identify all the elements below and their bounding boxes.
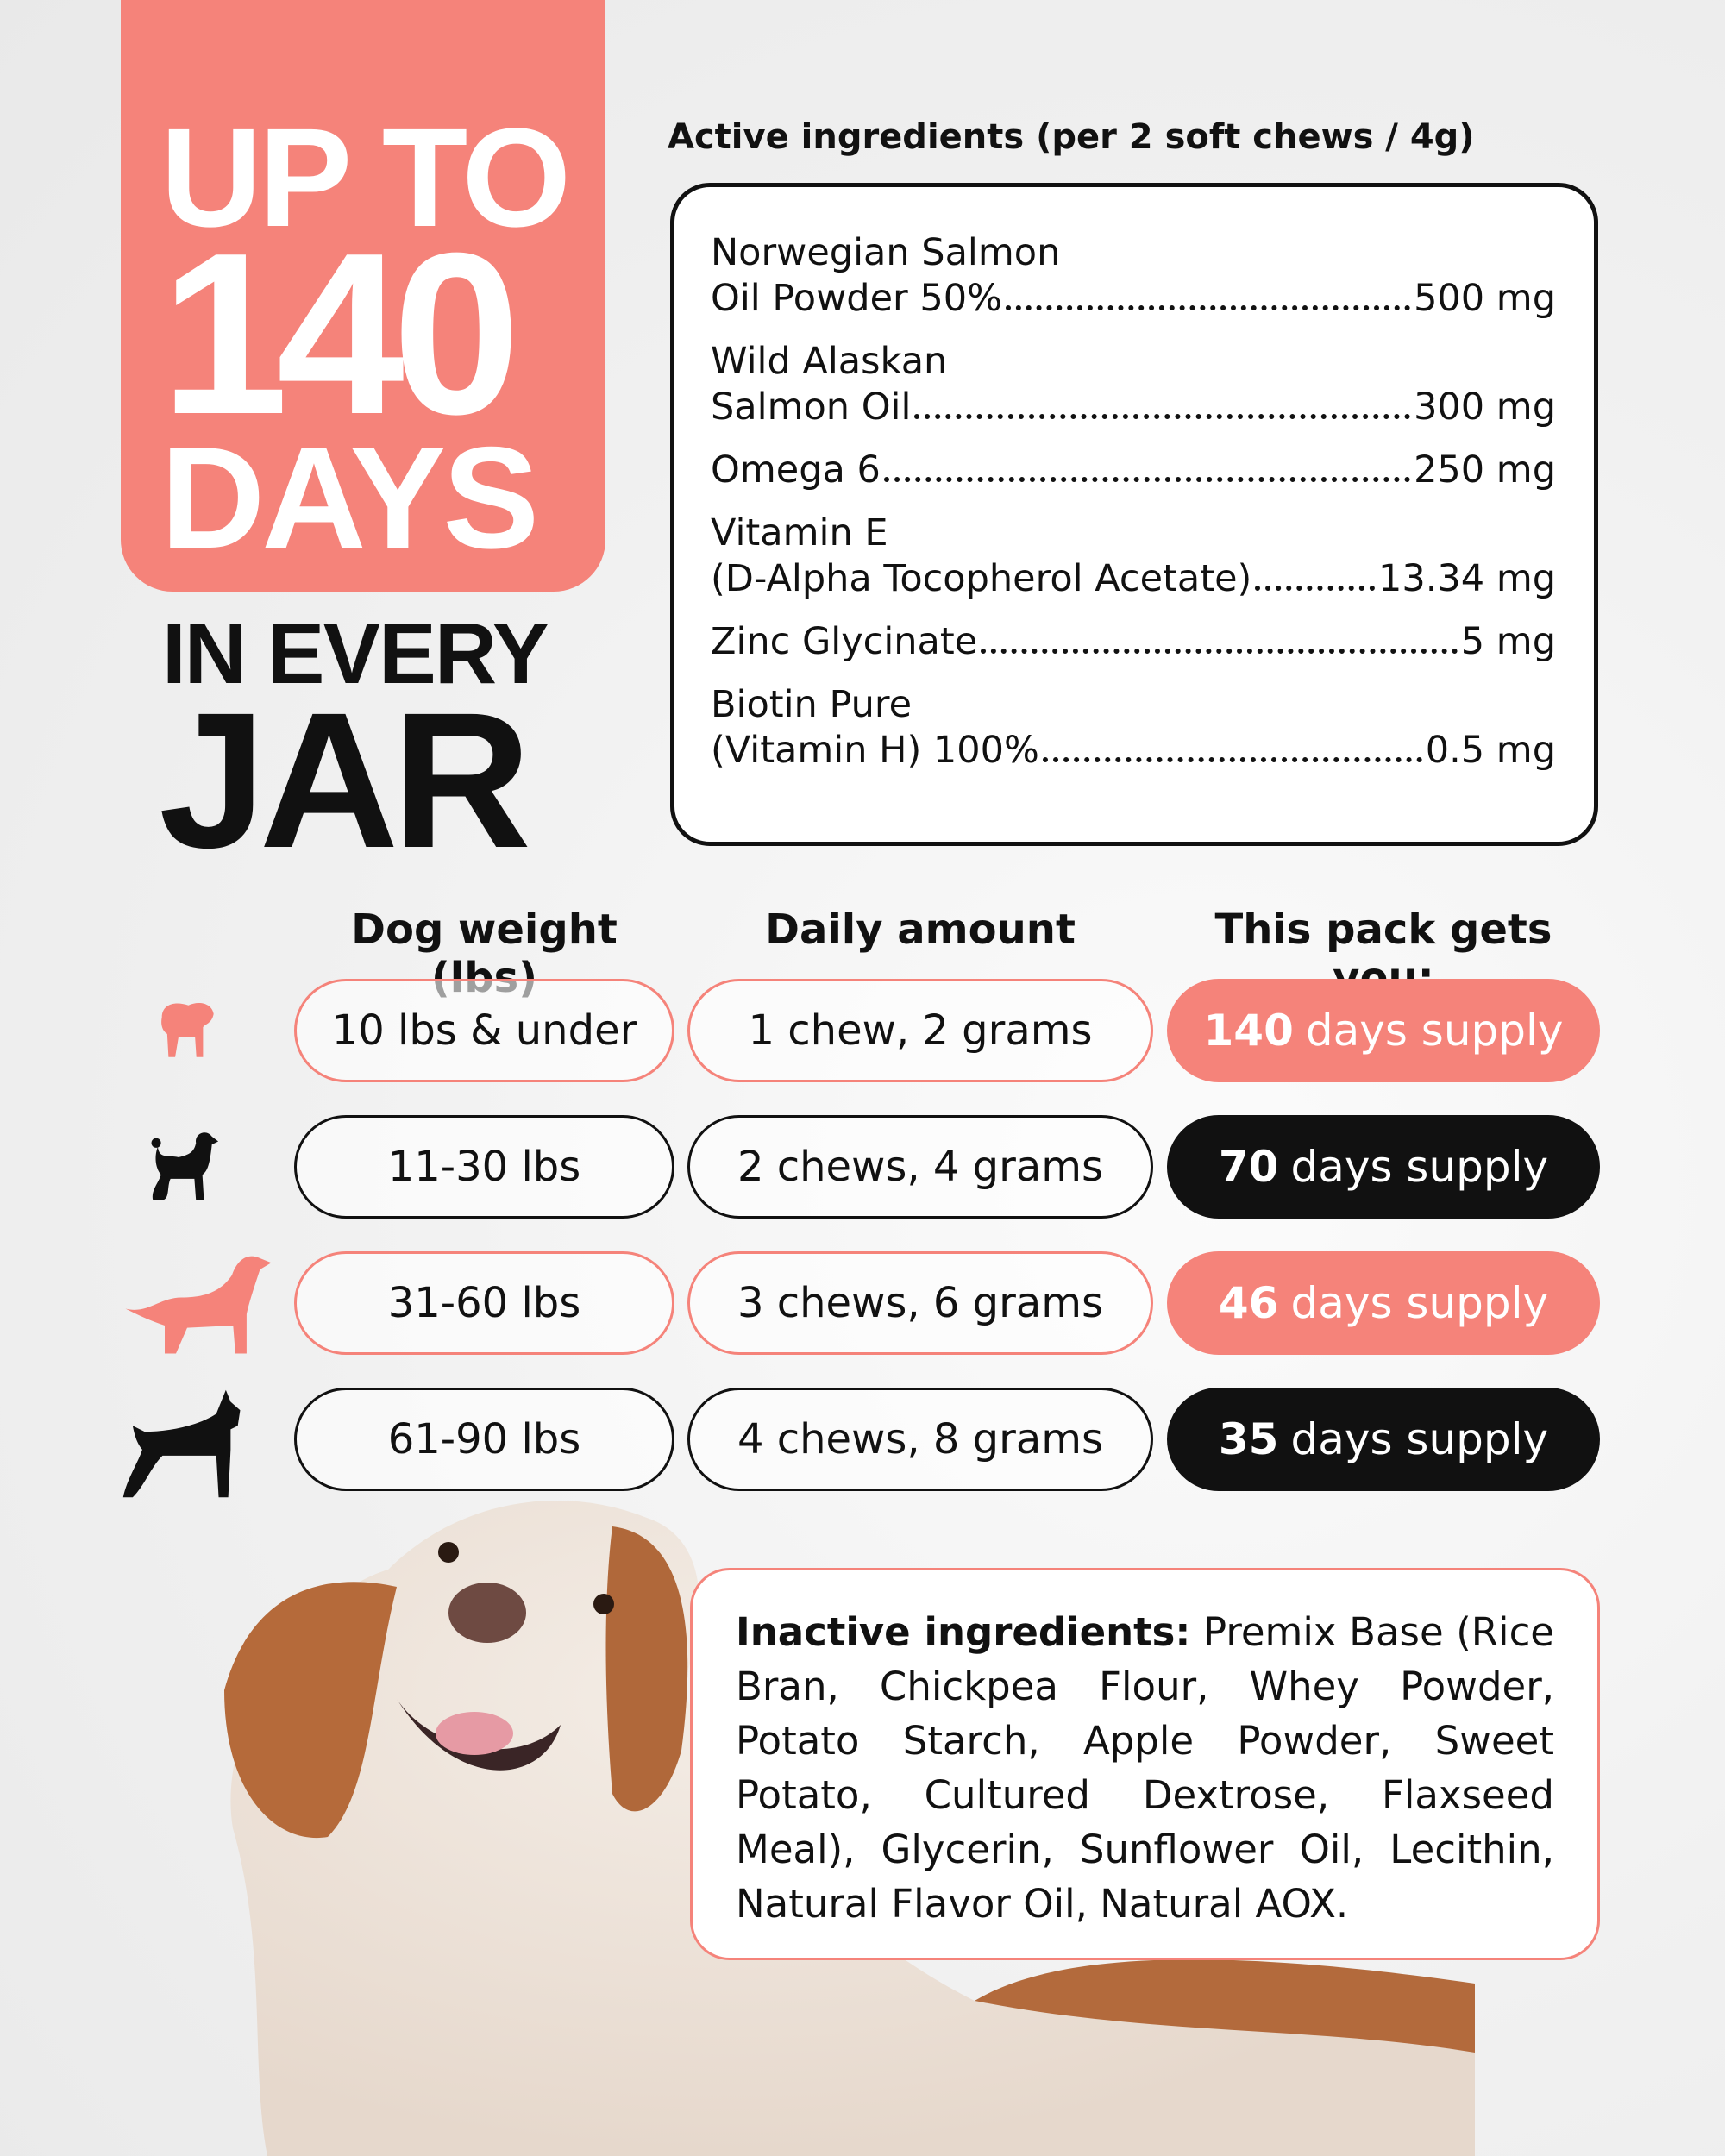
daily-amount-pill: 1 chew, 2 grams bbox=[687, 979, 1153, 1082]
ingredient-name: (D-Alpha Tocopherol Acetate) bbox=[711, 557, 1252, 600]
supply-days: 140 bbox=[1203, 1006, 1294, 1056]
supply-days: 46 bbox=[1218, 1278, 1279, 1328]
header-daily-amount: Daily amount bbox=[765, 906, 1076, 954]
boxer-icon bbox=[122, 1389, 241, 1498]
ingredient-name-line1: Wild Alaskan bbox=[711, 340, 948, 383]
inactive-label: Inactive ingredients: bbox=[736, 1609, 1191, 1655]
ingredient-amount: 13.34 mg bbox=[1378, 557, 1556, 600]
inactive-text: Premix Base (Rice Bran, Chickpea Flour, … bbox=[736, 1609, 1554, 1927]
ingredient-name-line1: Vitamin E bbox=[711, 511, 888, 555]
dot-leader bbox=[1255, 586, 1376, 591]
ingredient-name: Salmon Oil bbox=[711, 385, 912, 429]
supply-label: days supply bbox=[1290, 1142, 1549, 1192]
ingredient-name: Oil Powder 50% bbox=[711, 277, 1002, 320]
ingredient-name-line1: Biotin Pure bbox=[711, 683, 913, 726]
supply-pill: 70 days supply bbox=[1167, 1115, 1600, 1219]
weight-text: 10 lbs & under bbox=[331, 1006, 637, 1055]
ingredient-name: (Vitamin H) 100% bbox=[711, 729, 1039, 772]
supply-days: 35 bbox=[1218, 1414, 1279, 1464]
weight-pill: 10 lbs & under bbox=[294, 979, 674, 1082]
dot-leader bbox=[1042, 757, 1422, 762]
header-pack-supply: This pack gets you: bbox=[1214, 906, 1552, 1002]
daily-amount-pill: 3 chews, 6 grams bbox=[687, 1251, 1153, 1355]
weight-pill: 11-30 lbs bbox=[294, 1115, 674, 1219]
weight-text: 61-90 lbs bbox=[387, 1415, 581, 1463]
setter-icon bbox=[125, 1256, 272, 1354]
daily-text: 4 chews, 8 grams bbox=[737, 1415, 1104, 1463]
daily-text: 2 chews, 4 grams bbox=[737, 1143, 1104, 1191]
supply-pill: 46 days supply bbox=[1167, 1251, 1600, 1355]
active-ingredients-panel: Norwegian Salmon Oil Powder 50% 500 mg Wild… bbox=[670, 183, 1598, 846]
headline-jar: JAR bbox=[159, 673, 531, 888]
active-ingredients-title: Active ingredients (per 2 soft chews / 4… bbox=[668, 117, 1475, 157]
supply-label: days supply bbox=[1290, 1414, 1549, 1464]
ingredient-item: Biotin Pure (Vitamin H) 100% 0.5 mg bbox=[711, 682, 1556, 774]
ingredient-name-line1: Norwegian Salmon bbox=[711, 231, 1061, 274]
ingredient-amount: 500 mg bbox=[1414, 277, 1556, 320]
ingredient-item: Norwegian Salmon Oil Powder 50% 500 mg bbox=[711, 230, 1556, 322]
ingredient-amount: 300 mg bbox=[1414, 385, 1556, 429]
supply-days: 70 bbox=[1218, 1142, 1279, 1192]
daily-text: 1 chew, 2 grams bbox=[748, 1006, 1093, 1055]
ingredient-amount: 250 mg bbox=[1414, 448, 1556, 492]
dot-leader bbox=[1005, 305, 1411, 310]
dot-leader bbox=[883, 477, 1411, 482]
dot-leader bbox=[981, 649, 1458, 654]
supply-pill: 140 days supply bbox=[1167, 979, 1600, 1082]
poodle-icon bbox=[151, 1132, 219, 1200]
supply-pill: 35 days supply bbox=[1167, 1388, 1600, 1491]
headline-up-to: UP TO bbox=[160, 98, 571, 256]
daily-text: 3 chews, 6 grams bbox=[737, 1279, 1104, 1327]
weight-pill: 61-90 lbs bbox=[294, 1388, 674, 1491]
ingredient-item: Vitamin E (D-Alpha Tocopherol Acetate) 13.… bbox=[711, 511, 1556, 602]
ingredient-item: Wild Alaskan Salmon Oil 300 mg bbox=[711, 339, 1556, 430]
weight-text: 31-60 lbs bbox=[387, 1279, 581, 1327]
ingredient-name: Omega 6 bbox=[711, 448, 881, 492]
dog-photo bbox=[224, 1501, 1476, 2156]
headline-number: 140 bbox=[160, 204, 521, 462]
weight-pill: 31-60 lbs bbox=[294, 1251, 674, 1355]
supply-label: days supply bbox=[1305, 1006, 1564, 1056]
ingredient-name: Zinc Glycinate bbox=[711, 620, 978, 663]
ingredient-amount: 5 mg bbox=[1460, 620, 1556, 663]
headline-in-every: IN EVERY bbox=[162, 605, 549, 702]
inactive-ingredients-panel: Inactive ingredients: Premix Base (Rice … bbox=[690, 1568, 1600, 1960]
ingredient-item: Zinc Glycinate 5 mg bbox=[711, 619, 1556, 665]
headline-days: DAYS bbox=[160, 417, 539, 579]
ingredient-item: Omega 6 250 mg bbox=[711, 448, 1556, 493]
pug-icon bbox=[161, 1003, 214, 1057]
daily-amount-pill: 2 chews, 4 grams bbox=[687, 1115, 1153, 1219]
dot-leader bbox=[914, 414, 1411, 419]
ingredient-amount: 0.5 mg bbox=[1425, 729, 1556, 772]
supply-label: days supply bbox=[1290, 1278, 1549, 1328]
weight-text: 11-30 lbs bbox=[387, 1143, 581, 1191]
headline-banner bbox=[121, 0, 605, 592]
daily-amount-pill: 4 chews, 8 grams bbox=[687, 1388, 1153, 1491]
